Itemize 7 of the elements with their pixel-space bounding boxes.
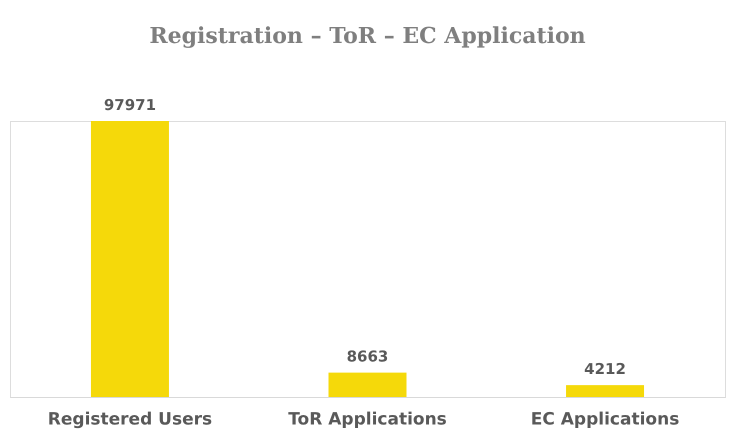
data-label: 97971 [104,96,156,114]
chart-title: Registration – ToR – EC Application [149,23,586,49]
x-tick-label: ToR Applications [288,410,447,430]
data-label: 4212 [584,360,626,378]
x-tick-label: EC Applications [530,410,680,430]
x-tick-label: Registered Users [48,410,212,430]
data-label: 8663 [346,348,388,366]
